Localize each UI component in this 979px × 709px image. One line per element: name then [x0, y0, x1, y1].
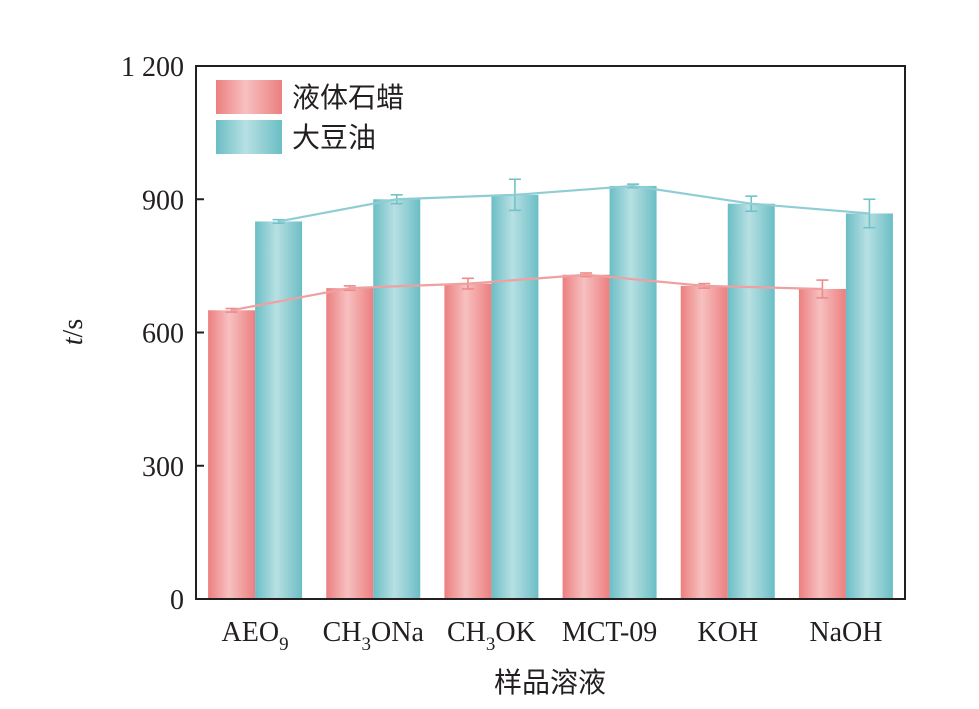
- legend-swatch-series-1: [216, 80, 282, 114]
- legend-label-series-1: 液体石蜡: [292, 81, 404, 114]
- bar-series-2-3: [491, 194, 539, 599]
- y-axis: 0 300 600 900 1 200: [121, 52, 204, 616]
- legend: 液体石蜡 大豆油: [216, 80, 404, 154]
- bar-series-2-4: [609, 185, 657, 600]
- bar-series-1-2: [326, 288, 374, 599]
- bar-series-1-1: [208, 310, 256, 599]
- y-axis-title: t/s: [58, 319, 89, 345]
- x-axis: AEO9 CH3ONa CH3OK MCT-09 KOH NaOH: [222, 617, 883, 655]
- y-tick-label-2: 300: [142, 452, 184, 483]
- bar-series-1-4: [562, 274, 610, 599]
- x-tick-label-1: AEO9: [222, 617, 289, 655]
- bar-series-2-1: [255, 221, 303, 600]
- x-tick-label-5: KOH: [697, 617, 758, 648]
- trend-lines-layer: [231, 184, 870, 312]
- y-tick-label-3: 600: [142, 319, 184, 350]
- bar-series-2-2: [373, 199, 421, 599]
- bar-series-1-5: [680, 285, 728, 599]
- y-tick-label-5: 1 200: [121, 52, 184, 83]
- bar-series-1-6: [798, 288, 846, 599]
- trend-line-series-2: [278, 184, 870, 223]
- y-axis-title-unit: /s: [58, 319, 89, 338]
- bar-series-1-3: [444, 283, 492, 599]
- legend-swatch-series-2: [216, 120, 282, 154]
- bar-series-2-6: [845, 213, 893, 600]
- y-axis-title-italic: t: [58, 336, 89, 345]
- x-tick-label-4: MCT-09: [562, 617, 657, 648]
- y-tick-label-1: 0: [170, 585, 184, 616]
- x-tick-label-2: CH3ONa: [323, 617, 425, 655]
- legend-label-series-2: 大豆油: [292, 121, 376, 154]
- y-tick-label-4: 900: [142, 185, 184, 216]
- bar-series-2-5: [727, 203, 775, 600]
- x-tick-label-3: CH3OK: [447, 617, 536, 655]
- x-axis-title: 样品溶液: [494, 666, 606, 699]
- x-tick-label-6: NaOH: [809, 617, 882, 648]
- bars-layer: [208, 185, 893, 600]
- trend-line-series-1: [231, 273, 823, 312]
